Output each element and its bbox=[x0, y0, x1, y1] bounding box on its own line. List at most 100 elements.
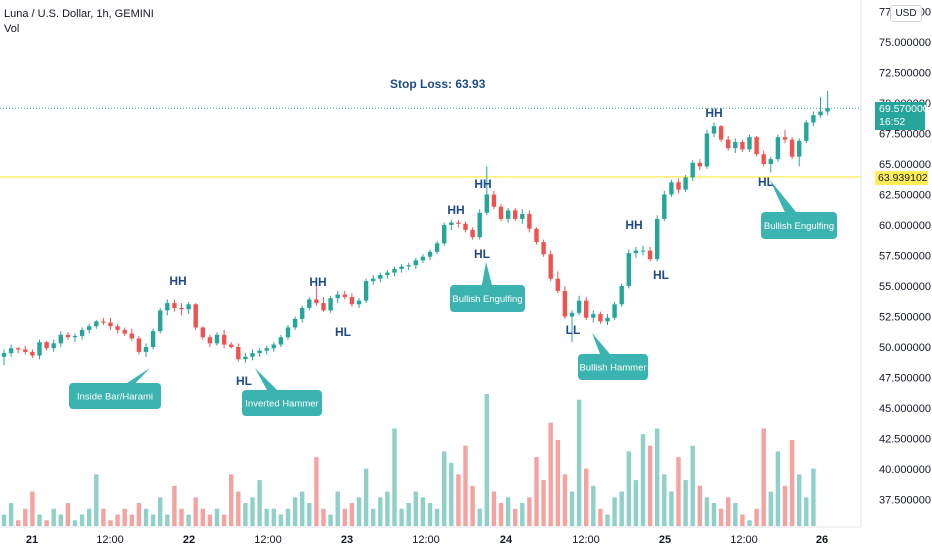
volume-bar bbox=[108, 520, 113, 526]
candle-body bbox=[442, 225, 447, 244]
candle-body bbox=[158, 310, 163, 332]
callout-box bbox=[69, 383, 161, 409]
volume-bar bbox=[122, 508, 127, 526]
volume-bar bbox=[690, 445, 695, 526]
candle-body bbox=[285, 327, 291, 338]
volume-bar bbox=[768, 491, 773, 526]
volume-bar bbox=[555, 439, 560, 526]
volume-bar bbox=[605, 514, 610, 526]
candle-body bbox=[612, 304, 617, 318]
volume-bar bbox=[718, 508, 724, 526]
volume-bar bbox=[207, 514, 213, 526]
volume-bar bbox=[633, 480, 639, 526]
candle-body bbox=[640, 250, 646, 252]
candle bbox=[328, 295, 333, 313]
candle-body bbox=[569, 312, 575, 317]
volume-bar bbox=[782, 485, 788, 526]
price-tick-label: 72.500000 bbox=[879, 68, 931, 80]
candle bbox=[356, 298, 362, 308]
candle bbox=[271, 342, 276, 352]
candle bbox=[477, 209, 482, 240]
volume-bar bbox=[797, 474, 802, 526]
candle-body bbox=[647, 250, 653, 260]
volume-bar bbox=[804, 497, 809, 526]
volume-bar bbox=[221, 514, 227, 526]
candle bbox=[541, 239, 546, 257]
candle-body bbox=[626, 253, 631, 286]
price-axis[interactable]: 77.50000075.00000072.50000070.00000067.5… bbox=[879, 7, 931, 507]
volume-indicator-label: Vol bbox=[4, 23, 20, 35]
price-tick-label: 60.000000 bbox=[879, 220, 931, 232]
candle-body bbox=[761, 154, 766, 164]
volume-bar bbox=[584, 468, 589, 526]
candle-body bbox=[747, 137, 752, 150]
candle-body bbox=[456, 222, 461, 224]
candle bbox=[392, 266, 397, 277]
volume-bar bbox=[158, 497, 163, 526]
candle bbox=[718, 124, 724, 143]
volume-bar bbox=[72, 520, 78, 526]
volume-bar bbox=[399, 508, 404, 526]
time-axis[interactable]: 21 12:00 22 12:00 23 12:00 24 12:00 25 12:00 26 bbox=[26, 534, 828, 546]
volume-bar bbox=[655, 428, 660, 526]
candle bbox=[768, 156, 773, 173]
candle-body bbox=[378, 275, 383, 279]
candle-body bbox=[505, 210, 511, 219]
candle-body bbox=[186, 304, 191, 310]
candle bbox=[65, 332, 71, 340]
candle bbox=[342, 290, 347, 300]
candle bbox=[747, 134, 752, 152]
candle bbox=[555, 271, 560, 294]
candle bbox=[51, 339, 56, 352]
volume-bar bbox=[378, 497, 383, 526]
candle-body bbox=[129, 333, 134, 339]
volume-bar bbox=[115, 514, 120, 526]
candle-body bbox=[768, 159, 773, 164]
volume-bar bbox=[789, 439, 795, 526]
candle-body bbox=[548, 254, 553, 279]
candle-body bbox=[30, 351, 35, 356]
candle-body bbox=[264, 348, 269, 351]
candle bbox=[733, 138, 738, 154]
volume-bar bbox=[662, 474, 667, 526]
callout-text: Bullish Engulfing bbox=[452, 294, 522, 305]
candle bbox=[37, 339, 42, 360]
price-tick-label: 67.500000 bbox=[879, 129, 931, 141]
volume-bar bbox=[477, 508, 482, 526]
candle-body bbox=[165, 303, 170, 311]
candle bbox=[243, 353, 248, 363]
candle bbox=[505, 207, 511, 223]
candle-body bbox=[300, 307, 305, 319]
volume-bar bbox=[427, 503, 433, 526]
volume-bar bbox=[562, 474, 568, 526]
volume-bar bbox=[129, 514, 134, 526]
candle bbox=[633, 246, 639, 258]
candle-body bbox=[605, 317, 610, 322]
volume-bar bbox=[307, 503, 312, 526]
currency-button[interactable]: USD bbox=[890, 5, 922, 22]
pattern-callout: Inverted Hammer bbox=[242, 368, 322, 416]
volume-bar bbox=[640, 434, 646, 526]
price-tick-label: 62.500000 bbox=[879, 190, 931, 202]
candle-body bbox=[79, 329, 85, 337]
candle-body bbox=[250, 353, 255, 357]
candle-body bbox=[527, 214, 532, 229]
volume-bar bbox=[513, 508, 518, 526]
candle-body bbox=[72, 336, 78, 338]
volume-bar bbox=[200, 508, 205, 526]
candle bbox=[726, 135, 731, 151]
candle-body bbox=[236, 347, 241, 360]
volume-bar bbox=[257, 480, 262, 526]
candle-body bbox=[406, 265, 411, 267]
candle-body bbox=[44, 342, 49, 349]
volume-bar bbox=[94, 474, 99, 526]
candle bbox=[186, 301, 191, 315]
pattern-callout: Bullish Hammer bbox=[578, 333, 648, 380]
volume-bar bbox=[243, 503, 248, 526]
volume-bar bbox=[87, 508, 92, 526]
candle bbox=[683, 174, 688, 193]
candle-body bbox=[94, 321, 99, 327]
candle bbox=[498, 204, 504, 222]
volume-bar bbox=[626, 451, 631, 526]
